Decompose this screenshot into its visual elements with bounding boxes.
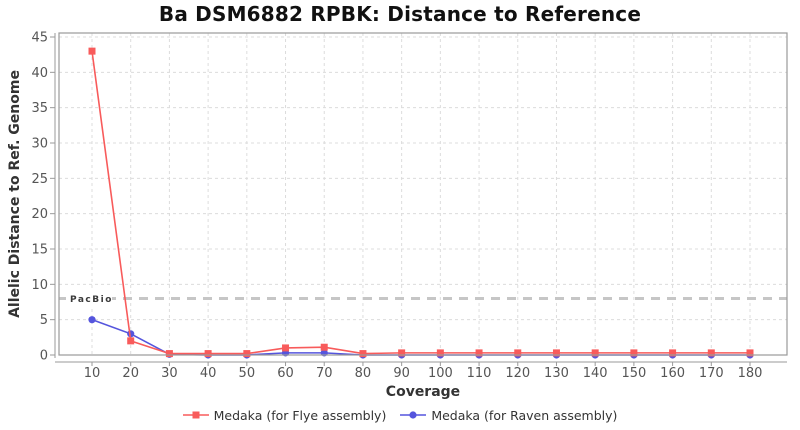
x-tick-label: 80 [355,366,372,381]
y-tick-label: 15 [31,243,48,258]
legend-label: Medaka (for Flye assembly) [213,407,387,423]
data-point-medaka-for-flye-assembly [669,349,677,357]
x-tick-label: 160 [660,366,685,381]
data-point-medaka-for-raven-assembly [88,316,96,324]
x-tick-label: 180 [738,366,763,381]
y-tick-label: 30 [31,137,48,152]
data-point-medaka-for-flye-assembly [127,337,135,345]
y-tick-label: 20 [31,207,48,222]
legend-label: Medaka (for Raven assembly) [431,407,618,423]
data-point-medaka-for-flye-assembly [359,350,367,358]
data-point-medaka-for-flye-assembly [88,47,96,55]
y-tick-label: 40 [31,66,48,81]
data-point-medaka-for-flye-assembly [398,349,406,357]
data-point-medaka-for-flye-assembly [630,349,638,357]
data-point-medaka-for-flye-assembly [514,349,522,357]
pacbio-label: PacBio [70,295,113,305]
legend-circle-marker-icon [400,411,427,419]
x-tick-label: 110 [467,366,492,381]
x-tick-label: 30 [161,366,178,381]
x-axis-title: Coverage [386,384,460,400]
data-point-medaka-for-flye-assembly [165,350,173,358]
chart-title: Ba DSM6882 RPBK: Distance to Reference [158,2,642,26]
data-point-medaka-for-flye-assembly [552,349,560,357]
data-point-medaka-for-flye-assembly [204,350,212,358]
plot-area [59,33,787,355]
legend-item-medaka-for-raven-assembly: Medaka (for Raven assembly) [400,408,617,423]
plot-border [58,32,788,356]
x-tick-label: 130 [544,366,569,381]
x-tick-label: 90 [393,366,410,381]
y-tick-label: 45 [31,31,48,46]
data-point-medaka-for-flye-assembly [591,349,599,357]
data-point-medaka-for-flye-assembly [707,349,715,357]
x-tick-label: 120 [505,366,530,381]
data-point-medaka-for-flye-assembly [320,343,328,351]
data-point-medaka-for-flye-assembly [282,344,290,352]
y-tick-label: 10 [31,278,48,293]
x-tick-label: 170 [699,366,724,381]
series-line-medaka-for-flye-assembly [91,51,750,355]
data-point-medaka-for-flye-assembly [475,349,483,357]
plot-canvas: PacBio 0 5 10 15 20 25 30 35 40 45 10 20 30 40 50 60 70 80… [7,31,788,400]
x-tick-label: 140 [583,366,608,381]
data-point-medaka-for-flye-assembly [746,349,754,357]
x-tick-label: 100 [428,366,453,381]
y-axis-title: Allelic Distance to Ref. Genome [7,70,23,318]
y-tick-label: 5 [40,313,48,328]
y-tick-label: 0 [40,349,48,364]
x-tick-label: 60 [277,366,294,381]
legend-square-marker-icon [182,411,209,419]
x-tick-label: 70 [316,366,333,381]
legend-item-medaka-for-flye-assembly: Medaka (for Flye assembly) [182,407,387,423]
x-tick-label: 40 [200,366,217,381]
x-tick-label: 10 [84,366,101,381]
y-tick-label: 25 [31,172,48,187]
pacbio-label-background [66,290,112,307]
data-point-medaka-for-flye-assembly [243,350,251,358]
y-tick-label: 35 [31,101,48,116]
x-tick-label: 150 [621,366,646,381]
x-tick-label: 50 [239,366,256,381]
x-tick-label: 20 [122,366,139,381]
data-point-medaka-for-flye-assembly [436,349,444,357]
legend: Medaka (for Flye assembly) Medaka (for Ra… [0,403,800,427]
